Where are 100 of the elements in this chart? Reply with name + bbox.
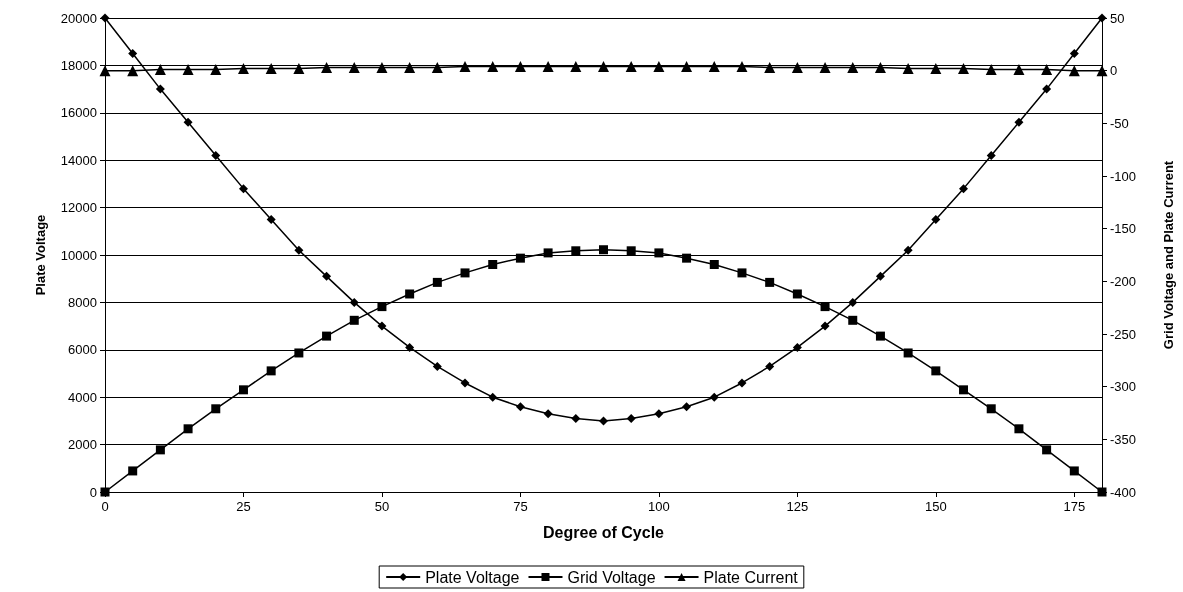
point xyxy=(211,150,221,160)
point xyxy=(294,348,304,358)
y-axis-title: Plate Voltage xyxy=(33,214,48,296)
point xyxy=(654,409,664,419)
y-tick-label: 0 xyxy=(89,484,97,500)
point xyxy=(432,361,442,371)
point xyxy=(1014,424,1024,434)
y2-tick-label: -50 xyxy=(1110,115,1129,131)
x-tick-label: 75 xyxy=(513,499,528,514)
point xyxy=(903,348,913,358)
point xyxy=(99,65,111,77)
point xyxy=(542,60,554,72)
y-tick-label: 2000 xyxy=(68,437,97,453)
y2-tick-label: -250 xyxy=(1110,326,1137,342)
point xyxy=(128,49,138,59)
point xyxy=(1042,445,1052,455)
y-tick-label: 12000 xyxy=(60,200,97,216)
point xyxy=(1069,49,1079,59)
y-tick-label: 18000 xyxy=(60,57,97,73)
point xyxy=(211,404,221,414)
point xyxy=(791,62,803,74)
point xyxy=(874,62,886,74)
point xyxy=(543,248,553,258)
point xyxy=(654,248,664,258)
y2-tick-label: -300 xyxy=(1110,379,1137,395)
point xyxy=(571,246,581,256)
x-tick-label: 0 xyxy=(101,499,109,514)
point xyxy=(321,62,333,74)
point xyxy=(1068,65,1080,77)
point xyxy=(931,214,941,224)
point xyxy=(764,62,776,74)
legend-label: Grid Voltage xyxy=(567,568,656,586)
point xyxy=(238,385,248,395)
point xyxy=(903,245,913,255)
x-tick-label: 150 xyxy=(924,499,947,514)
point xyxy=(959,184,969,194)
point xyxy=(599,416,608,426)
point xyxy=(902,63,914,75)
point xyxy=(1041,64,1053,76)
point xyxy=(405,342,415,352)
point xyxy=(875,271,885,281)
point xyxy=(183,117,193,127)
x-axis-title: Degree of Cycle xyxy=(543,523,665,541)
point xyxy=(682,402,692,412)
point xyxy=(154,64,166,76)
point xyxy=(708,60,720,72)
point xyxy=(985,64,997,76)
point xyxy=(377,302,387,312)
point xyxy=(487,60,499,72)
point xyxy=(293,63,305,75)
point xyxy=(847,62,859,74)
point xyxy=(848,315,858,325)
point xyxy=(1096,65,1108,77)
point xyxy=(958,63,970,75)
point xyxy=(432,277,442,287)
point xyxy=(515,253,525,263)
point xyxy=(626,246,636,256)
point xyxy=(599,245,608,255)
legend-label: Plate Voltage xyxy=(425,568,520,586)
point xyxy=(322,331,332,341)
point xyxy=(237,63,249,75)
point xyxy=(488,259,498,269)
y2-axis-title: Grid Voltage and Plate Current xyxy=(1161,160,1176,350)
point xyxy=(515,402,525,412)
y2-tick-label: -400 xyxy=(1110,484,1137,500)
point xyxy=(737,378,747,388)
point xyxy=(514,60,526,72)
point xyxy=(959,385,969,395)
point xyxy=(709,392,719,402)
x-tick-label: 175 xyxy=(1063,499,1086,514)
point xyxy=(460,268,470,278)
point xyxy=(155,445,165,455)
point xyxy=(405,289,415,299)
point xyxy=(459,60,471,72)
point xyxy=(626,414,636,424)
point xyxy=(431,62,443,74)
point xyxy=(100,487,110,497)
x-tick-label: 25 xyxy=(236,499,251,514)
point xyxy=(792,342,802,352)
point xyxy=(930,63,942,75)
point xyxy=(460,378,470,388)
y-tick-label: 6000 xyxy=(68,342,97,358)
y-tick-label: 10000 xyxy=(60,247,97,263)
point xyxy=(737,268,747,278)
point xyxy=(127,65,139,77)
point xyxy=(265,63,277,75)
point xyxy=(543,409,553,419)
point xyxy=(349,297,359,307)
point xyxy=(653,60,665,72)
point xyxy=(570,60,582,72)
y-tick-label: 14000 xyxy=(60,152,97,168)
point xyxy=(349,315,359,325)
point xyxy=(183,424,193,434)
point xyxy=(376,62,388,74)
point xyxy=(681,60,693,72)
y2-tick-label: 50 xyxy=(1110,10,1125,26)
point xyxy=(182,64,194,76)
point xyxy=(792,289,802,299)
point xyxy=(682,253,692,263)
point xyxy=(820,321,830,331)
